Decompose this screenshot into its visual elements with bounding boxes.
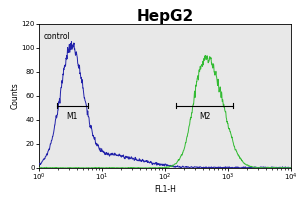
Text: M2: M2: [199, 112, 210, 121]
Text: M1: M1: [67, 112, 78, 121]
Text: control: control: [44, 32, 71, 41]
Title: HepG2: HepG2: [136, 9, 194, 24]
X-axis label: FL1-H: FL1-H: [154, 185, 176, 194]
Y-axis label: Counts: Counts: [11, 83, 20, 109]
